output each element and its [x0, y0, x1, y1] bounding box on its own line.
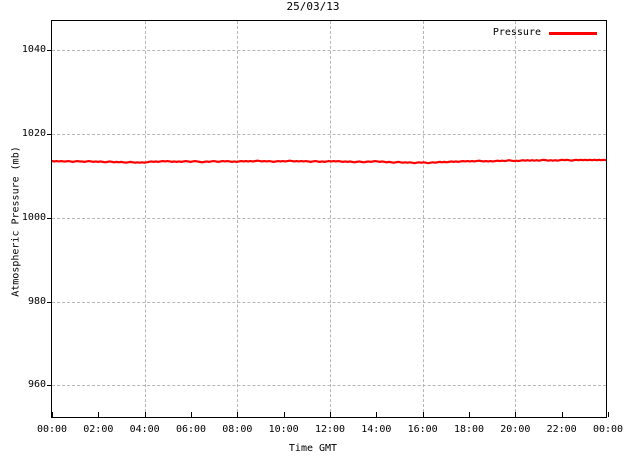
x-tick-label: 20:00 — [500, 424, 531, 435]
x-tick-mark — [469, 412, 470, 417]
x-tick-mark — [144, 412, 146, 417]
x-tick-label: 10:00 — [268, 424, 299, 435]
x-tick-label: 12:00 — [314, 424, 346, 435]
x-tick-label: 02:00 — [83, 424, 114, 435]
y-tick-label: 1020 — [21, 128, 46, 140]
y-tick-label: 980 — [27, 295, 46, 307]
plot-area: 960 980 1000 1020 1040 00:00 02:00 04:00 06:00 08… — [22, 20, 623, 435]
x-tick-label: 04:00 — [129, 424, 160, 435]
y-tick-mark — [47, 50, 52, 52]
gridline-vertical — [330, 21, 331, 417]
series-line-pressure — [52, 158, 606, 165]
x-tick-mark — [330, 412, 331, 417]
gridline-vertical — [144, 21, 146, 417]
x-tick-label: 00:00 — [36, 424, 68, 435]
x-tick-mark — [515, 412, 517, 417]
gridline-horizontal — [52, 50, 606, 52]
x-tick-label: 14:00 — [361, 424, 392, 435]
x-tick-label: 16:00 — [407, 424, 438, 435]
x-tick-label: 00:00 — [592, 424, 624, 435]
y-tick-mark — [47, 217, 52, 219]
x-axis-title: Time GMT — [288, 443, 338, 454]
gridline-horizontal — [52, 134, 606, 136]
gridline-horizontal — [52, 385, 606, 387]
x-tick-label: 18:00 — [453, 424, 485, 435]
x-tick-label: 06:00 — [175, 424, 207, 435]
y-tick-label: 1040 — [21, 44, 46, 56]
x-tick-mark — [283, 412, 285, 417]
x-tick-mark — [608, 412, 609, 417]
y-tick-label: 1000 — [21, 211, 46, 223]
x-tick-mark — [376, 412, 378, 417]
x-tick-label: 22:00 — [546, 424, 577, 435]
legend-label-pressure: Pressure — [492, 27, 541, 38]
x-tick-mark — [191, 412, 192, 417]
x-tick-mark — [237, 412, 239, 417]
x-tick-mark — [52, 412, 53, 417]
gridline-vertical — [515, 21, 517, 417]
x-tick-mark — [422, 412, 424, 417]
y-tick-label: 960 — [27, 379, 46, 391]
gridline-horizontal — [52, 301, 606, 303]
x-tick-mark — [98, 412, 100, 417]
y-tick-mark — [47, 385, 52, 387]
y-tick-mark — [47, 301, 52, 303]
legend-swatch-pressure — [549, 31, 597, 35]
legend: Pressure — [493, 25, 597, 41]
x-tick-mark — [561, 412, 563, 417]
gridline-vertical — [422, 21, 424, 417]
series-layer — [52, 158, 606, 165]
chart-title: 25/03/13 — [286, 0, 340, 13]
gridline-horizontal — [52, 217, 606, 219]
y-tick-mark — [47, 134, 52, 136]
x-tick-label: 08:00 — [222, 424, 253, 435]
gridline-vertical — [237, 21, 239, 417]
